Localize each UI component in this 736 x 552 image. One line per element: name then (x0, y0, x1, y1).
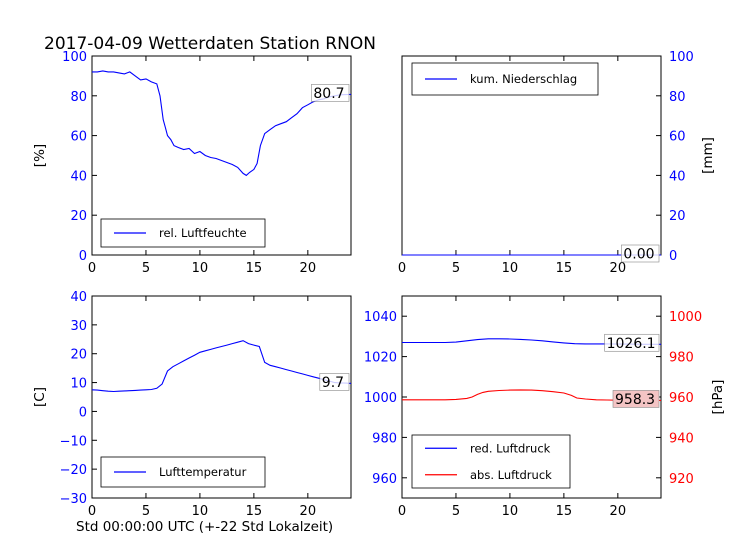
y-tick-label: 60 (70, 130, 87, 145)
legend-box (411, 434, 571, 489)
x-tick-label: 15 (556, 504, 573, 519)
y-tick-label: 40 (70, 169, 87, 184)
x-tick-label: 0 (88, 261, 96, 276)
x-tick-label: 5 (142, 261, 150, 276)
x-tick-label: 20 (300, 261, 317, 276)
chart-panel-top-right: 0 5 10 15 20 0 20 40 60 80 100 [mm] kum. Niederschla… (398, 50, 716, 276)
y-tick-label: 1020 (364, 351, 397, 366)
y-tick-label: 0 (79, 405, 87, 420)
y-axis-label: [C] (32, 387, 48, 407)
last-value-label: 0.00 (623, 247, 654, 263)
legend-label: kum. Niederschlag (470, 72, 577, 86)
x-tick-label: 10 (192, 504, 209, 519)
legend-label: Lufttemperatur (159, 465, 247, 479)
series-line-1 (92, 70, 352, 177)
y-tick-label: 80 (669, 90, 686, 105)
y-tick-label: 80 (70, 90, 87, 105)
chart-panel-bottom-left: 0 5 10 15 20 −30 −20 −10 0 10 20 30 40 [C] Lufttempera… (32, 290, 352, 519)
x-tick-label: 5 (452, 504, 460, 519)
x-tick-label: 10 (192, 261, 209, 276)
y-tick-label: 60 (669, 130, 686, 145)
y-tick-label: 960 (372, 472, 397, 487)
last-value-label: 80.7 (313, 86, 344, 102)
y-tick-label: 10 (70, 377, 87, 392)
x-tick-label: 0 (398, 261, 406, 276)
y-tick-label: 20 (70, 348, 87, 363)
y-tick-label: 1000 (364, 391, 397, 406)
plot-frame (91, 295, 352, 499)
y-tick-label: 40 (70, 290, 87, 305)
y-tick-label: −20 (60, 463, 87, 478)
y2-tick-label: 1000 (669, 310, 702, 325)
x-tick-label: 0 (398, 504, 406, 519)
y-tick-label: −10 (60, 434, 87, 449)
last-value-box (604, 333, 660, 352)
y-axis-label: [%] (32, 144, 48, 167)
x-tick-label: 5 (142, 504, 150, 519)
y2-tick-label: 940 (669, 431, 694, 446)
y-tick-label: 40 (669, 169, 686, 184)
legend-label: red. Luftdruck (470, 441, 551, 455)
y2-axis-label: [hPa] (710, 380, 726, 415)
x-tick-label: 15 (246, 261, 263, 276)
x-tick-label: 10 (502, 261, 519, 276)
figure-title: 2017-04-09 Wetterdaten Station RNON (44, 34, 376, 54)
y-tick-label: 20 (669, 209, 686, 224)
y-tick-label: 20 (70, 209, 87, 224)
y-tick-label: 980 (372, 431, 397, 446)
y-tick-label: 0 (79, 249, 87, 264)
x-tick-label: 15 (246, 504, 263, 519)
y-tick-label: 1040 (364, 310, 397, 325)
y2-tick-label: 920 (669, 472, 694, 487)
legend-label: abs. Luftdruck (470, 468, 552, 482)
x-axis-label: Std 00:00:00 UTC (+-22 Std Lokalzeit) (76, 519, 333, 535)
y-tick-label: 30 (70, 319, 87, 334)
legend-label: rel. Luftfeuchte (159, 226, 247, 240)
x-tick-label: 10 (502, 504, 519, 519)
y-tick-label: 100 (62, 50, 87, 65)
y2-tick-label: 960 (669, 391, 694, 406)
x-tick-label: 20 (300, 504, 317, 519)
x-tick-label: 20 (610, 261, 627, 276)
chart-panel-top-left: 0 5 10 15 20 0 20 40 60 80 100 [%] rel. Luftfeuchte 8… (32, 50, 352, 276)
last-value-box (612, 390, 660, 408)
x-tick-label: 0 (88, 504, 96, 519)
plot-frame (91, 55, 352, 256)
x-tick-label: 20 (610, 504, 627, 519)
x-tick-label: 5 (452, 261, 460, 276)
y-tick-label: 0 (669, 249, 677, 264)
last-value-box (311, 84, 350, 102)
y-tick-label: −30 (60, 492, 87, 507)
y-tick-label: 100 (669, 50, 694, 65)
y2-tick-label: 980 (669, 351, 694, 366)
y-axis-label: [mm] (700, 137, 716, 174)
last-value-box (319, 373, 350, 391)
chart-panel-bottom-right: 0 5 10 15 20 960 980 1000 1020 1040 920 940 960 980 10… (364, 295, 726, 519)
last-value-label: 1026.1 (607, 336, 656, 352)
x-tick-label: 15 (556, 261, 573, 276)
last-value-label: 958.3 (615, 392, 655, 408)
last-value-box (621, 244, 660, 263)
last-value-label: 9.7 (322, 375, 344, 391)
series-line-1 (91, 340, 352, 393)
